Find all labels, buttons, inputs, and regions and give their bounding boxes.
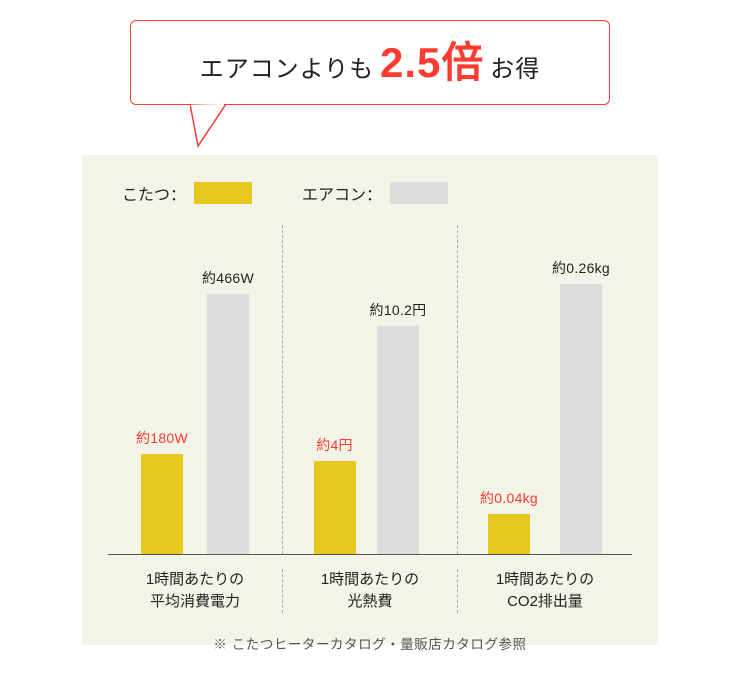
- bar-label: 約0.26kg: [552, 258, 610, 278]
- x-label-line2: 光熱費: [283, 591, 457, 613]
- legend-kotatsu-swatch: [194, 182, 252, 204]
- bar: [314, 461, 356, 554]
- legend-aircon-swatch: [390, 182, 448, 204]
- bar: [560, 284, 602, 554]
- bar-label: 約466W: [202, 268, 254, 288]
- headline-text: エアコンよりも 2.5倍 お得: [200, 42, 540, 84]
- headline-emph: 2.5倍: [380, 42, 484, 84]
- footnote: ※ こたつヒーターカタログ・量販店カタログ参照: [108, 633, 632, 653]
- headline-callout: エアコンよりも 2.5倍 お得: [130, 20, 610, 105]
- x-label-line1: 1時間あたりの: [108, 569, 282, 591]
- bar-aircon-2: 約0.26kg: [552, 258, 610, 554]
- legend: こたつ： エアコン：: [122, 181, 632, 205]
- bar-kotatsu-1: 約4円: [314, 435, 356, 554]
- chart-panel: こたつ： エアコン： 約180W 約466W 約4円 約10.2円: [82, 155, 658, 645]
- legend-kotatsu-label: こたつ：: [122, 181, 186, 205]
- x-label-line2: 平均消費電力: [108, 591, 282, 613]
- bar-label: 約4円: [316, 435, 353, 455]
- chart-group-1: 約4円 約10.2円: [282, 225, 457, 554]
- chart-area: 約180W 約466W 約4円 約10.2円 約0.04kg: [108, 225, 632, 555]
- bar: [141, 454, 183, 554]
- x-axis-labels: 1時間あたりの 平均消費電力 1時間あたりの 光熱費 1時間あたりの CO2排出…: [108, 569, 632, 613]
- x-label-2: 1時間あたりの CO2排出量: [457, 569, 632, 613]
- bar: [377, 326, 419, 554]
- callout-tail-icon: [190, 104, 240, 154]
- chart-group-0: 約180W 約466W: [108, 225, 282, 554]
- headline-pre: エアコンよりも: [200, 49, 374, 84]
- headline-post: お得: [490, 49, 540, 84]
- x-label-line2: CO2排出量: [458, 591, 632, 613]
- bar: [488, 514, 530, 554]
- x-label-line1: 1時間あたりの: [458, 569, 632, 591]
- bar: [207, 294, 249, 554]
- bar-label: 約10.2円: [370, 300, 427, 320]
- x-label-1: 1時間あたりの 光熱費: [282, 569, 457, 613]
- bar-label: 約0.04kg: [480, 488, 538, 508]
- chart-group-2: 約0.04kg 約0.26kg: [457, 225, 632, 554]
- legend-aircon-label: エアコン：: [302, 181, 382, 205]
- x-label-0: 1時間あたりの 平均消費電力: [108, 569, 282, 613]
- bar-aircon-1: 約10.2円: [370, 300, 427, 554]
- bar-kotatsu-2: 約0.04kg: [480, 488, 538, 554]
- x-label-line1: 1時間あたりの: [283, 569, 457, 591]
- bar-aircon-0: 約466W: [202, 268, 254, 554]
- bar-kotatsu-0: 約180W: [136, 428, 188, 554]
- bar-label: 約180W: [136, 428, 188, 448]
